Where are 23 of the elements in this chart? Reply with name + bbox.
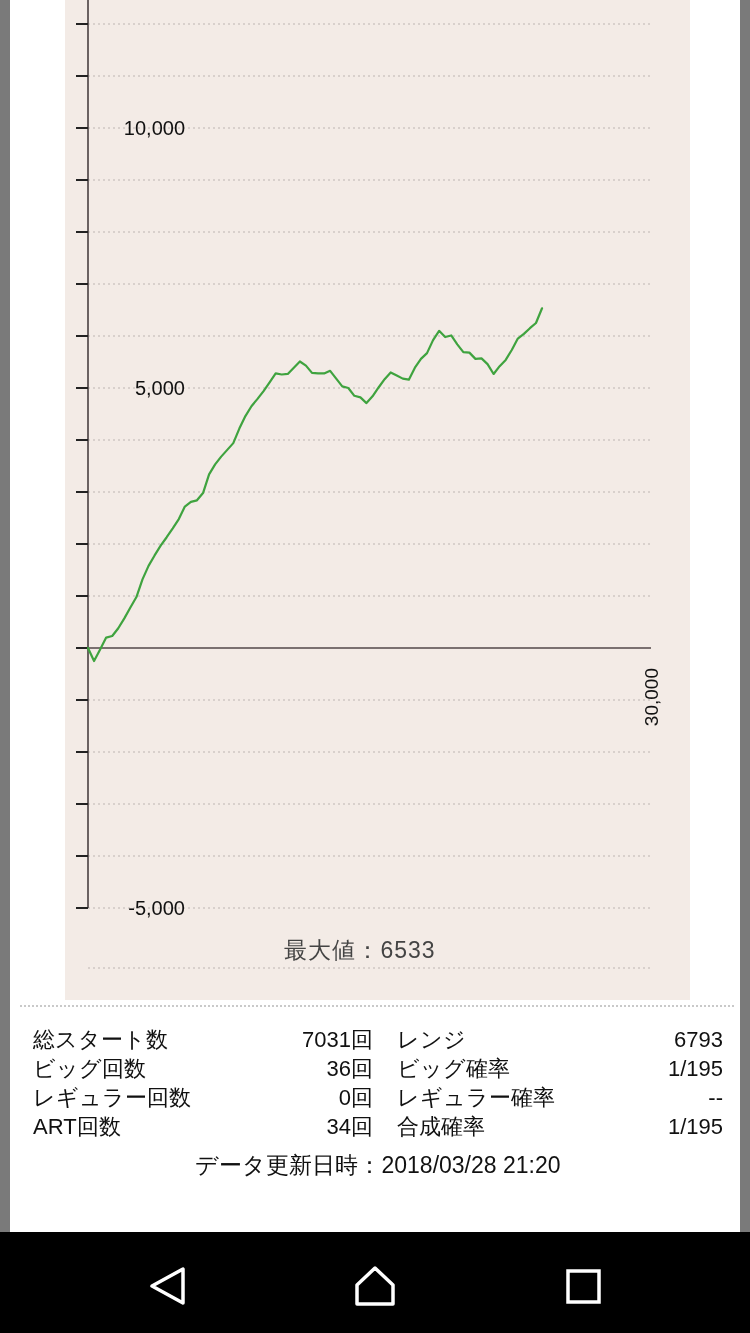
text: 7031回 (302, 1026, 373, 1052)
text: ART回数 (33, 1113, 121, 1139)
text: 最大値：6533 (284, 937, 436, 963)
text: データ更新日時：2018/03/28 21:20 (195, 1152, 561, 1178)
text: レンジ (397, 1026, 466, 1052)
line-series (86, 307, 544, 663)
y-tick-label: 10,000 (123, 117, 185, 139)
text: 34回 (326, 1113, 373, 1139)
text: ビッグ確率 (397, 1055, 510, 1081)
text: 総スタート数 (32, 1026, 168, 1052)
text: -- (708, 1084, 723, 1110)
text: 1/195 (667, 1055, 723, 1081)
y-tick-label: -5,000 (128, 897, 185, 919)
text: レギュラー回数 (33, 1084, 191, 1110)
text: レギュラー確率 (397, 1084, 555, 1110)
text: 合成確率 (397, 1113, 485, 1139)
text: ビッグ回数 (33, 1055, 146, 1081)
text: 36回 (326, 1055, 373, 1081)
text: 1/195 (667, 1113, 723, 1139)
text: 6793 (674, 1026, 723, 1052)
text: 0回 (338, 1084, 373, 1110)
y-tick-label: 5,000 (134, 377, 185, 399)
annotation: 30,000 (640, 668, 662, 727)
